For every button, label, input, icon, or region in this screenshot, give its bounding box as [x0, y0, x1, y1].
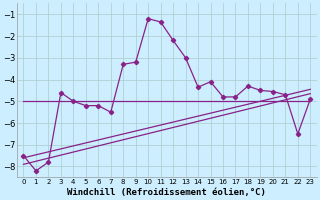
X-axis label: Windchill (Refroidissement éolien,°C): Windchill (Refroidissement éolien,°C) [68, 188, 266, 197]
